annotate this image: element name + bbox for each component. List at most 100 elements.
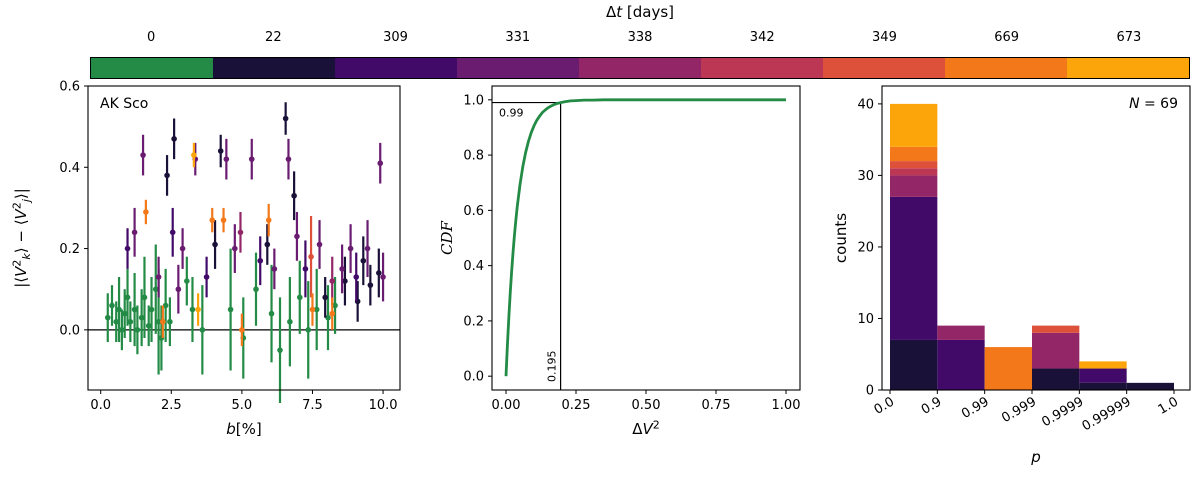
marker	[268, 310, 275, 317]
marker	[141, 294, 148, 301]
marker	[367, 282, 374, 288]
data-point	[377, 142, 384, 184]
x-axis-label: b[%]	[226, 420, 262, 438]
marker	[322, 294, 328, 301]
data-point	[223, 138, 230, 180]
x-tick-label: 0.0	[872, 394, 897, 417]
data-point	[287, 277, 293, 367]
data-point	[143, 199, 149, 225]
bar-segment	[1079, 368, 1127, 383]
colorbar-segment	[213, 58, 335, 78]
marker	[131, 229, 138, 236]
data-point	[148, 277, 155, 343]
marker	[316, 241, 323, 248]
marker	[179, 245, 186, 252]
marker	[294, 233, 300, 240]
data-point	[332, 277, 338, 334]
marker	[332, 302, 338, 309]
marker	[124, 294, 131, 301]
x-tick-label: 1.0	[1156, 394, 1181, 417]
data-point	[285, 138, 292, 180]
bar-segment	[1079, 382, 1127, 390]
marker	[227, 306, 234, 313]
data-point	[360, 236, 367, 286]
x-axis-label: ΔV2	[632, 418, 660, 438]
marker	[347, 245, 354, 252]
scatter-points	[104, 102, 386, 404]
star-name-annotation: AK Sco	[100, 96, 148, 112]
scatter-panel: 0.0 2.5 5.0 7.5 10.0 0.0 0.2 0.4 0.6 AK Sco b[%] |⟨…	[10, 80, 401, 438]
marker	[257, 257, 264, 264]
data-point	[124, 228, 131, 269]
marker	[325, 314, 331, 321]
data-point	[353, 252, 360, 302]
x-axis-label: p	[1030, 448, 1041, 466]
marker	[119, 327, 125, 333]
marker	[143, 209, 149, 215]
marker	[239, 327, 245, 333]
marker	[195, 306, 201, 313]
bar-segment	[890, 103, 938, 147]
marker	[282, 115, 289, 122]
colorbar-tick-label: 338	[627, 30, 653, 45]
y-tick-label: 0.4	[463, 259, 484, 274]
data-point	[189, 277, 196, 343]
colorbar-tick-label: 0	[146, 30, 156, 45]
data-point	[138, 289, 145, 347]
y-tick-label: 30	[857, 169, 874, 184]
marker	[264, 241, 271, 248]
data-point	[264, 224, 271, 265]
data-point	[322, 277, 328, 318]
data-point	[121, 289, 128, 338]
data-point	[167, 297, 173, 347]
data-point	[162, 268, 169, 343]
data-point	[212, 220, 218, 269]
x-tick-label: 5.0	[232, 398, 253, 413]
colorbar-tick-label: 673	[1116, 30, 1142, 45]
data-point	[305, 281, 312, 379]
data-point	[309, 293, 316, 326]
marker	[162, 302, 169, 309]
marker	[131, 306, 138, 313]
marker	[104, 314, 111, 321]
colorbar-title: Δt [days]	[90, 3, 1190, 21]
sample-count-annotation: N = 69	[1129, 96, 1178, 112]
data-point	[217, 134, 224, 168]
data-point	[191, 142, 197, 168]
x-tick-label: 0.75	[702, 398, 731, 413]
y-tick-label: 0.8	[463, 149, 484, 164]
data-point	[140, 134, 146, 176]
marker	[124, 245, 131, 252]
colorbar-tick-label: 349	[872, 30, 897, 45]
data-point	[199, 285, 206, 375]
bar-segment	[890, 175, 938, 197]
data-point	[376, 248, 382, 298]
y-tick-label: 0	[866, 384, 874, 399]
x-tick-label: 0.0	[90, 398, 111, 413]
bar-segment	[890, 161, 938, 169]
data-point	[296, 260, 303, 334]
data-point	[237, 211, 244, 253]
axes-spines	[87, 85, 401, 391]
colorbar-tick-label: 669	[994, 30, 1020, 45]
x-tick-label: 0.999	[999, 394, 1039, 426]
data-point	[203, 256, 210, 298]
data-point	[119, 309, 125, 351]
marker	[380, 274, 386, 280]
data-point	[248, 138, 255, 180]
y-tick-label: 0.6	[463, 204, 484, 219]
data-point	[380, 252, 386, 302]
marker	[121, 310, 128, 317]
x-tick-label: 2.5	[161, 398, 182, 413]
marker	[291, 192, 297, 199]
colorbar-tick-labels: 0 22 309 331 338 342 349 669 673	[90, 30, 1190, 48]
marker	[140, 152, 146, 158]
marker	[145, 322, 152, 329]
bar-stack	[1079, 361, 1127, 390]
x-tick-label: 1.00	[772, 398, 801, 413]
colorbar-tick-label: 342	[749, 30, 775, 45]
colorbar-title-part: t	[616, 3, 623, 21]
data-point	[277, 297, 283, 404]
